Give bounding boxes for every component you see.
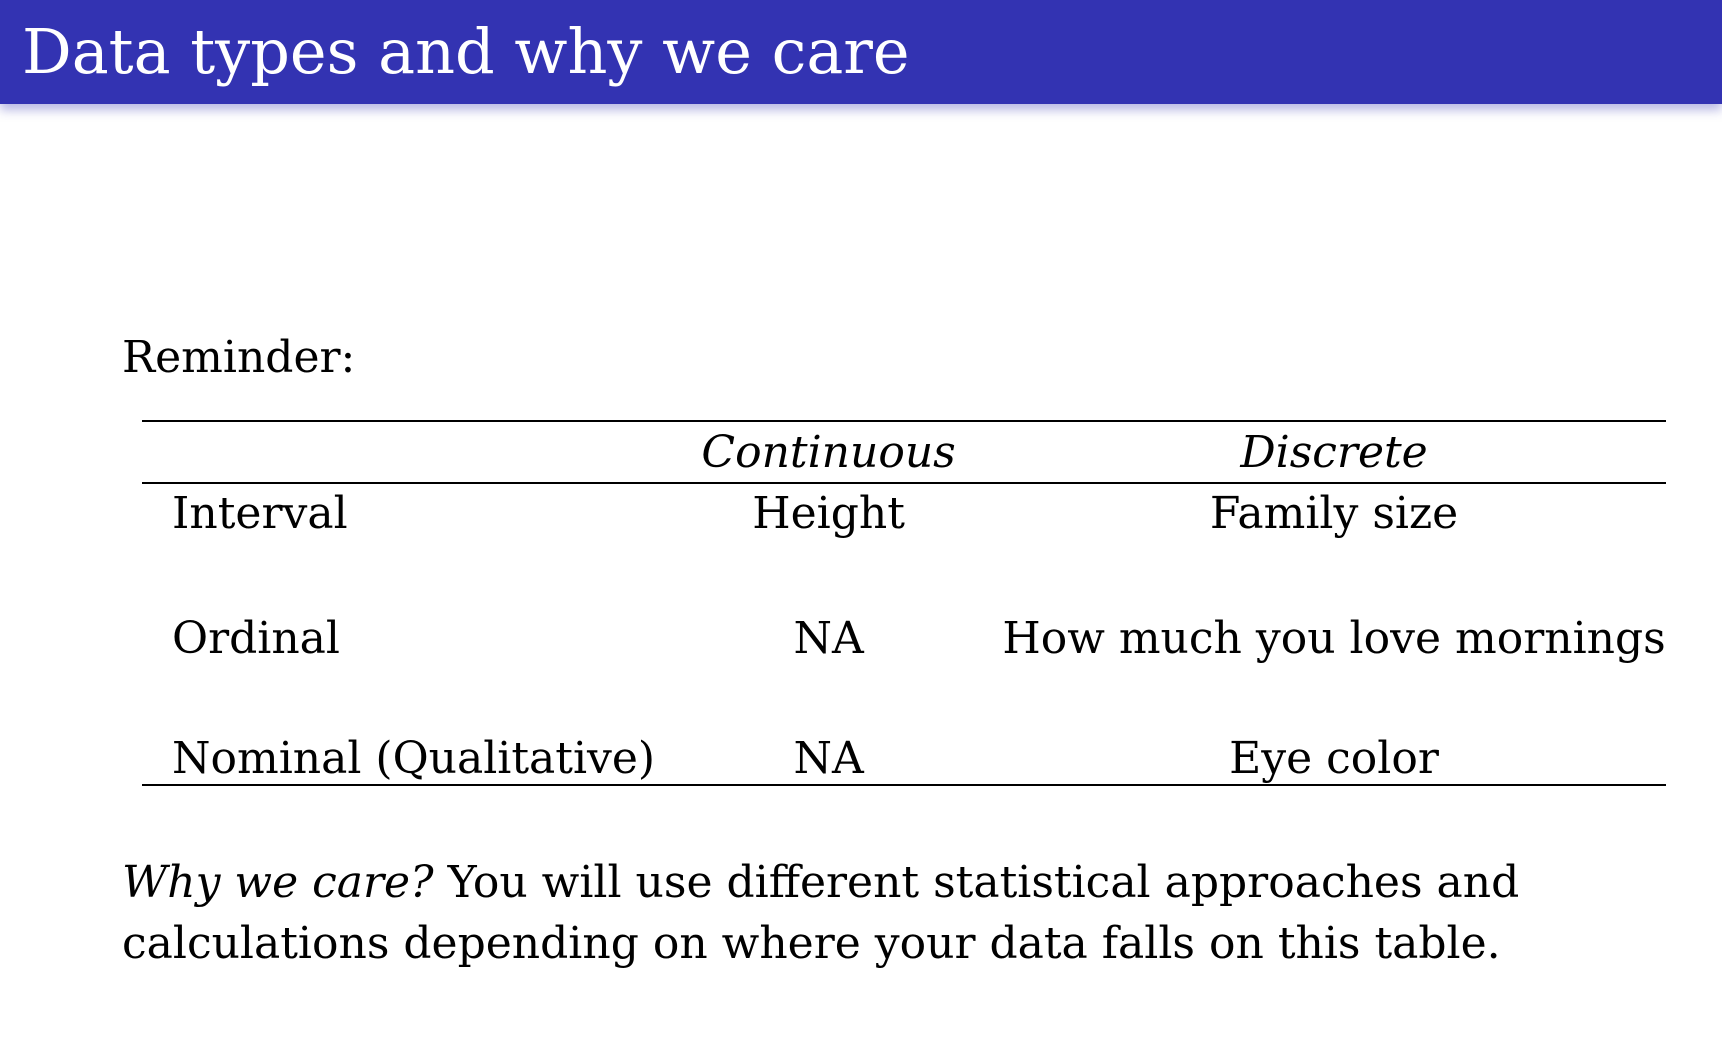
note-lead: Why we care? xyxy=(122,857,434,908)
cell-ordinal-continuous: NA xyxy=(793,613,864,664)
title-bar: Data types and why we care xyxy=(0,0,1722,104)
why-we-care-note: Why we care? You will use different stat… xyxy=(122,852,1702,974)
table-row: Nominal (Qualitative) NA Eye color xyxy=(142,664,1666,785)
header-empty xyxy=(142,421,655,483)
table-header-row: Continuous Discrete xyxy=(142,421,1666,483)
cell-nominal-discrete: Eye color xyxy=(1229,733,1439,784)
row-label-interval: Interval xyxy=(172,488,348,539)
cell-interval-discrete: Family size xyxy=(1209,488,1459,539)
note-text: You will use different statistical appro… xyxy=(122,857,1520,969)
slide-title: Data types and why we care xyxy=(22,15,910,88)
row-label-nominal: Nominal (Qualitative) xyxy=(172,733,656,784)
data-types-table: Continuous Discrete Interval Height Fami… xyxy=(142,420,1666,786)
table-row: Ordinal NA How much you love mornings xyxy=(142,543,1666,664)
row-label-ordinal: Ordinal xyxy=(172,613,340,664)
header-discrete: Discrete xyxy=(1240,426,1428,478)
cell-interval-continuous: Height xyxy=(752,488,905,539)
header-continuous: Continuous xyxy=(701,426,956,478)
cell-nominal-continuous: NA xyxy=(793,733,864,784)
data-types-table-container: Continuous Discrete Interval Height Fami… xyxy=(142,420,1666,786)
table-row: Interval Height Family size xyxy=(142,483,1666,543)
cell-ordinal-discrete: How much you love mornings xyxy=(1002,613,1666,664)
reminder-label: Reminder: xyxy=(122,332,356,383)
